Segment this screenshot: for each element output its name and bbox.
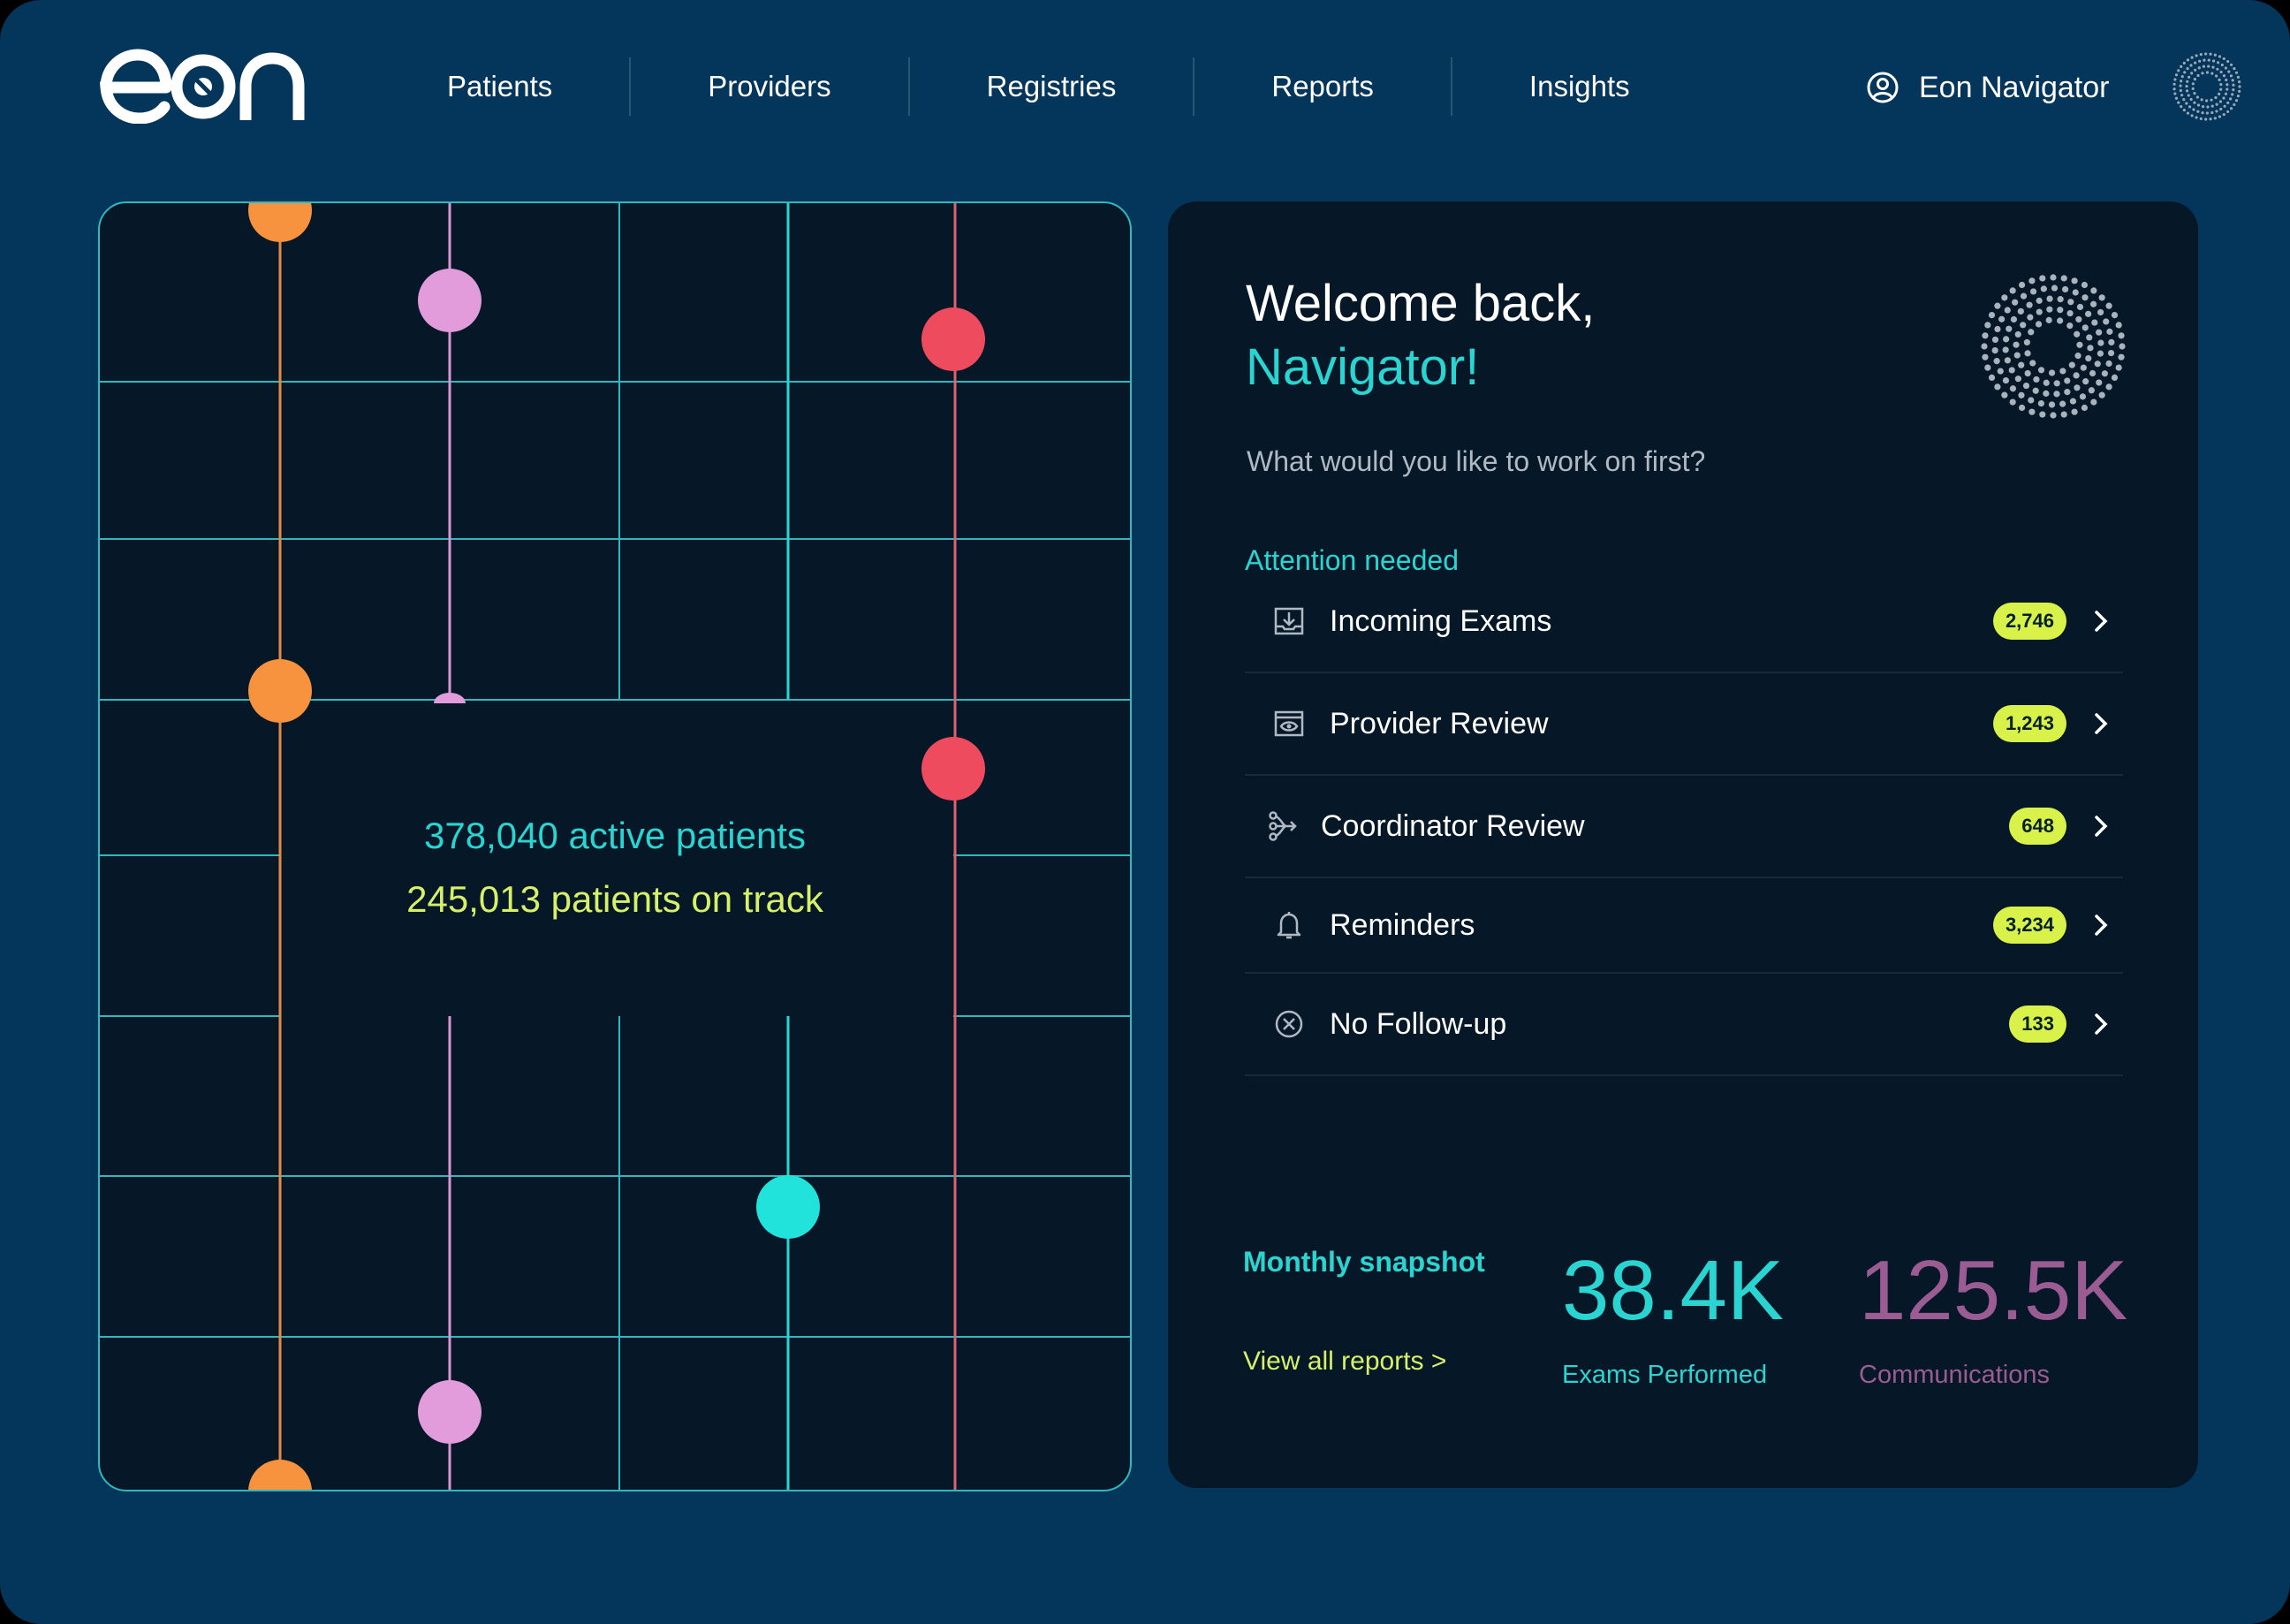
bell-icon — [1270, 906, 1308, 945]
track-dot — [418, 1380, 482, 1444]
exams-performed-value: 38.4K — [1562, 1243, 1784, 1338]
attention-item-label: No Follow-up — [1330, 1006, 1507, 1041]
track-dot — [434, 693, 466, 703]
track-dot — [248, 203, 312, 242]
welcome-panel: Welcome back, Navigator! What would you … — [1168, 201, 2198, 1488]
nav-patients[interactable]: Patients — [447, 70, 553, 102]
count-badge: 3,234 — [1992, 907, 2066, 944]
dotted-orb-icon[interactable] — [2172, 51, 2242, 122]
inbox-download-icon — [1270, 602, 1308, 641]
attention-item-coordinator-review[interactable]: Coordinator Review 648 — [1245, 776, 2123, 878]
active-patients-stat: 378,040 active patients — [424, 815, 806, 856]
branch-arrow-icon — [1264, 807, 1303, 846]
eon-logo[interactable] — [97, 48, 306, 124]
attention-list: Incoming Exams 2,746 Provider Review 1,2… — [1245, 571, 2123, 1076]
chevron-right-icon — [2095, 914, 2108, 936]
patient-stats: 378,040 active patients 245,013 patients… — [100, 804, 1130, 931]
nav-divider — [629, 57, 632, 116]
track-dot — [248, 659, 312, 723]
communications-value: 125.5K — [1859, 1243, 2128, 1338]
track-dot — [921, 307, 985, 371]
attention-item-reminders[interactable]: Reminders 3,234 — [1245, 878, 2123, 974]
chevron-right-icon — [2095, 1013, 2108, 1035]
attention-item-incoming-exams[interactable]: Incoming Exams 2,746 — [1245, 571, 2123, 673]
attention-item-label: Reminders — [1330, 907, 1475, 942]
count-badge: 133 — [2009, 1006, 2066, 1043]
attention-item-no-follow-up[interactable]: No Follow-up 133 — [1245, 974, 2123, 1076]
user-menu[interactable]: Eon Navigator — [1866, 65, 2109, 110]
attention-item-label: Coordinator Review — [1321, 808, 1585, 843]
attention-title: Attention needed — [1245, 544, 1459, 576]
decorative-grid — [100, 203, 1130, 1490]
nav-divider — [1450, 57, 1452, 116]
snapshot-title: Monthly snapshot — [1243, 1246, 1485, 1278]
track-dot — [756, 1175, 820, 1239]
patient-overview-card: 378,040 active patients 245,013 patients… — [98, 201, 1132, 1491]
main-nav: Patients Providers Registries Reports In… — [380, 51, 1707, 122]
nav-registries[interactable]: Registries — [986, 70, 1117, 102]
attention-item-provider-review[interactable]: Provider Review 1,243 — [1245, 673, 2123, 776]
welcome-name: Navigator! — [1246, 338, 1480, 396]
track-dot — [248, 1460, 312, 1490]
welcome-prompt: What would you like to work on first? — [1247, 445, 1706, 477]
eye-window-icon — [1270, 704, 1308, 743]
dotted-orb-icon — [1981, 274, 2126, 419]
user-circle-icon — [1867, 72, 1899, 103]
track-dot — [418, 269, 482, 332]
chevron-right-icon — [2095, 611, 2108, 632]
count-badge: 2,746 — [1992, 603, 2066, 640]
user-name: Eon Navigator — [1919, 70, 2110, 104]
nav-divider — [907, 57, 910, 116]
on-track-stat: 245,013 patients on track — [406, 878, 823, 920]
communications-label: Communications — [1859, 1361, 2050, 1389]
chevron-right-icon — [2095, 713, 2108, 734]
count-badge: 1,243 — [1992, 705, 2066, 742]
nav-divider — [1193, 57, 1195, 116]
welcome-line: Welcome back, — [1246, 275, 1596, 332]
nav-providers[interactable]: Providers — [708, 70, 831, 102]
track-dot — [921, 737, 985, 801]
exams-performed-label: Exams Performed — [1562, 1361, 1768, 1389]
nav-insights[interactable]: Insights — [1528, 70, 1630, 102]
view-all-reports-link[interactable]: View all reports > — [1243, 1347, 1447, 1376]
count-badge: 648 — [2009, 808, 2066, 845]
x-circle-icon — [1270, 1005, 1308, 1043]
attention-item-label: Provider Review — [1330, 706, 1549, 740]
chevron-right-icon — [2095, 816, 2108, 837]
attention-item-label: Incoming Exams — [1330, 603, 1552, 638]
nav-reports[interactable]: Reports — [1271, 70, 1374, 102]
welcome-heading: Welcome back, Navigator! — [1246, 272, 1595, 399]
